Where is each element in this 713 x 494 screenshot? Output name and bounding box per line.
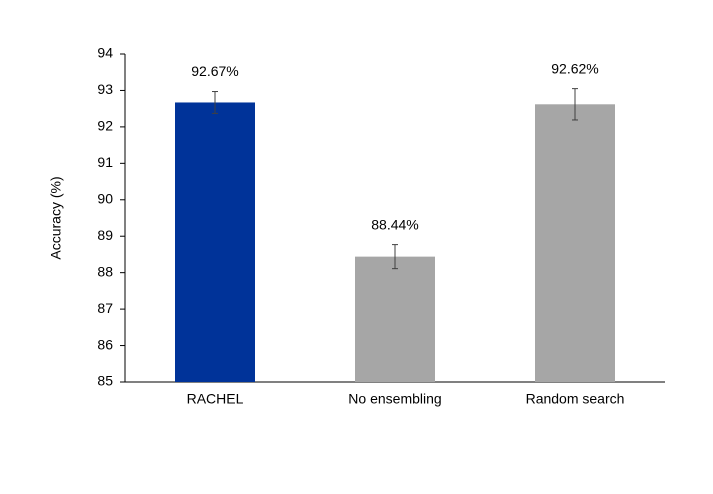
bar (175, 102, 255, 383)
bar (355, 256, 435, 382)
value-label: 92.62% (551, 60, 598, 76)
value-label: 92.67% (191, 63, 238, 79)
y-tick-label: 87 (97, 300, 113, 316)
y-tick-label: 85 (97, 373, 113, 389)
y-tick-label: 93 (97, 81, 113, 97)
y-tick-label: 90 (97, 190, 113, 206)
error-bar (572, 88, 578, 121)
error-bar (212, 91, 218, 114)
x-tick-label: Random search (526, 391, 625, 407)
x-tick-label: RACHEL (187, 391, 244, 407)
y-axis-label: Accuracy (%) (48, 176, 64, 259)
y-tick-label: 91 (97, 154, 113, 170)
y-tick-label: 88 (97, 263, 113, 279)
value-label: 88.44% (371, 216, 418, 232)
y-tick-label: 94 (97, 45, 113, 61)
y-tick-label: 92 (97, 118, 113, 134)
y-tick-label: 86 (97, 336, 113, 352)
x-tick-label: No ensembling (348, 391, 441, 407)
error-bar (392, 244, 398, 270)
y-tick-label: 89 (97, 227, 113, 243)
bar (535, 104, 615, 382)
